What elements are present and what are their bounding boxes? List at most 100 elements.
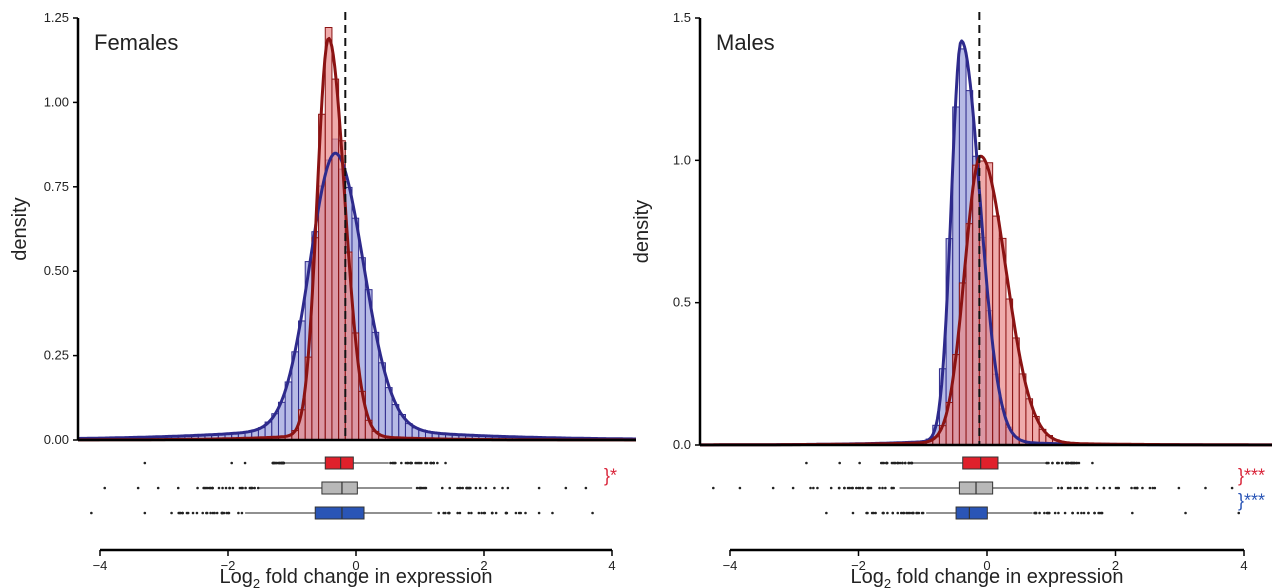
boxplot-outlier [504, 511, 508, 515]
boxplot-outlier [417, 461, 420, 465]
boxplot-outlier [277, 461, 281, 465]
boxplot-outlier [400, 461, 403, 465]
boxplot-outlier [237, 511, 240, 515]
boxplot-outlier [1075, 461, 1079, 465]
boxplot-outlier [389, 461, 392, 465]
boxplot-outlier [1060, 486, 1064, 490]
x-tick-label: −4 [723, 558, 738, 573]
boxplot-outlier [890, 486, 894, 490]
boxplot-outlier [1230, 486, 1234, 490]
boxplot-outlier [1076, 511, 1080, 515]
boxplot-outlier [440, 486, 444, 490]
y-tick-label: 0.0 [673, 437, 691, 452]
boxplot-outlier [253, 486, 256, 490]
boxplot-outlier [204, 486, 208, 490]
boxplot-outlier [244, 486, 247, 490]
boxplot-outlier [470, 511, 473, 515]
boxplot-outlier [238, 486, 242, 490]
significance-annotation: }*** [1238, 491, 1265, 511]
x-tick-label: 2 [480, 558, 487, 573]
boxplot-outlier [179, 511, 182, 515]
x-tick-label: 4 [1240, 558, 1247, 573]
boxplot-outlier [456, 486, 459, 490]
boxplot-outlier [143, 511, 147, 515]
boxplot-outlier [1131, 511, 1134, 515]
boxplot-outlier [209, 511, 212, 515]
boxplot-outlier [1153, 486, 1157, 490]
significance-annotation: }*** [1238, 466, 1265, 486]
boxplot-outlier [491, 511, 494, 515]
boxplot-outlier [1135, 486, 1139, 490]
boxplot-outlier [501, 486, 504, 490]
x-axis-label: Log2 fold change in expression [851, 566, 1124, 588]
boxplot-outlier [436, 461, 439, 465]
boxplot-outlier [224, 486, 228, 490]
boxplot-outlier [1073, 486, 1077, 490]
y-tick-label: 1.0 [673, 152, 691, 167]
y-tick-label: 1.25 [44, 10, 69, 25]
boxplot-outlier [881, 511, 885, 515]
boxplot-outlier [1102, 486, 1106, 490]
boxplot-outlier [1038, 511, 1041, 515]
x-tick-label: −2 [851, 558, 866, 573]
boxplot-outlier [1095, 486, 1099, 490]
boxplot-outlier [1082, 511, 1086, 515]
boxplot-outlier [905, 511, 908, 515]
boxplot-outlier [181, 511, 184, 515]
boxplot-outlier [910, 461, 914, 465]
boxplot-outlier [771, 486, 775, 490]
boxplot-outlier [898, 461, 902, 465]
boxplot-outlier [196, 486, 199, 490]
boxplot-outlier [1097, 511, 1100, 515]
boxplot-outlier [916, 511, 919, 515]
boxplot-outlier [896, 461, 899, 465]
histogram-bar [992, 215, 1000, 446]
boxplot-outlier [584, 486, 588, 490]
y-tick-label: 0.50 [44, 263, 69, 278]
boxplot-outlier [1093, 511, 1096, 515]
boxplot-outlier [90, 511, 93, 515]
boxplot-outlier [220, 511, 224, 515]
boxplot-outlier [857, 486, 860, 490]
boxplot-outlier [1057, 461, 1060, 465]
boxplot-outlier [420, 461, 423, 465]
males-panel: 0.0 0.5 1.0 1.5 density Males}***}*** −4 −2 0 2 4 L… [631, 10, 1272, 588]
boxplot-outlier [855, 486, 858, 490]
boxplot-outlier [392, 461, 395, 465]
boxplot-outlier [1116, 486, 1119, 490]
boxplot-outlier [176, 486, 180, 490]
boxplot-outlier [904, 461, 907, 465]
boxplot-outlier [837, 486, 841, 490]
boxplot-outlier [564, 486, 568, 490]
boxplot-outlier [843, 486, 846, 490]
boxplot-outlier [201, 511, 205, 515]
boxplot-outlier [1057, 511, 1060, 515]
boxplot-outlier [480, 511, 483, 515]
boxplot-outlier [537, 486, 541, 490]
boxplot-outlier [430, 461, 433, 465]
boxplot-outlier [217, 486, 221, 490]
boxplot-outlier [143, 461, 147, 465]
boxplot-outlier [484, 486, 488, 490]
boxplot-box [314, 506, 365, 520]
boxplot-outlier [478, 486, 482, 490]
boxplot-outlier [911, 511, 915, 515]
boxplot-outlier [406, 461, 409, 465]
boxplot-outlier [1080, 511, 1083, 515]
boxplot-outlier [1204, 486, 1207, 490]
x-tick-label: 2 [1112, 558, 1119, 573]
boxplot-outlier [869, 486, 873, 490]
boxplot-outlier [712, 486, 715, 490]
boxplot-outlier [432, 461, 435, 465]
boxplot-outlier [494, 511, 498, 515]
boxplot-outlier [1077, 461, 1081, 465]
boxplot-outlier [448, 511, 451, 515]
boxplot-outlier [738, 486, 742, 490]
boxplot-outlier [809, 486, 812, 490]
boxplot-outlier [872, 511, 875, 515]
boxplot-outlier [1060, 461, 1064, 465]
boxplot-outlier [444, 511, 447, 515]
boxplot-outlier [866, 486, 869, 490]
x-tick-label: 4 [608, 558, 615, 573]
boxplot-outlier [899, 511, 903, 515]
